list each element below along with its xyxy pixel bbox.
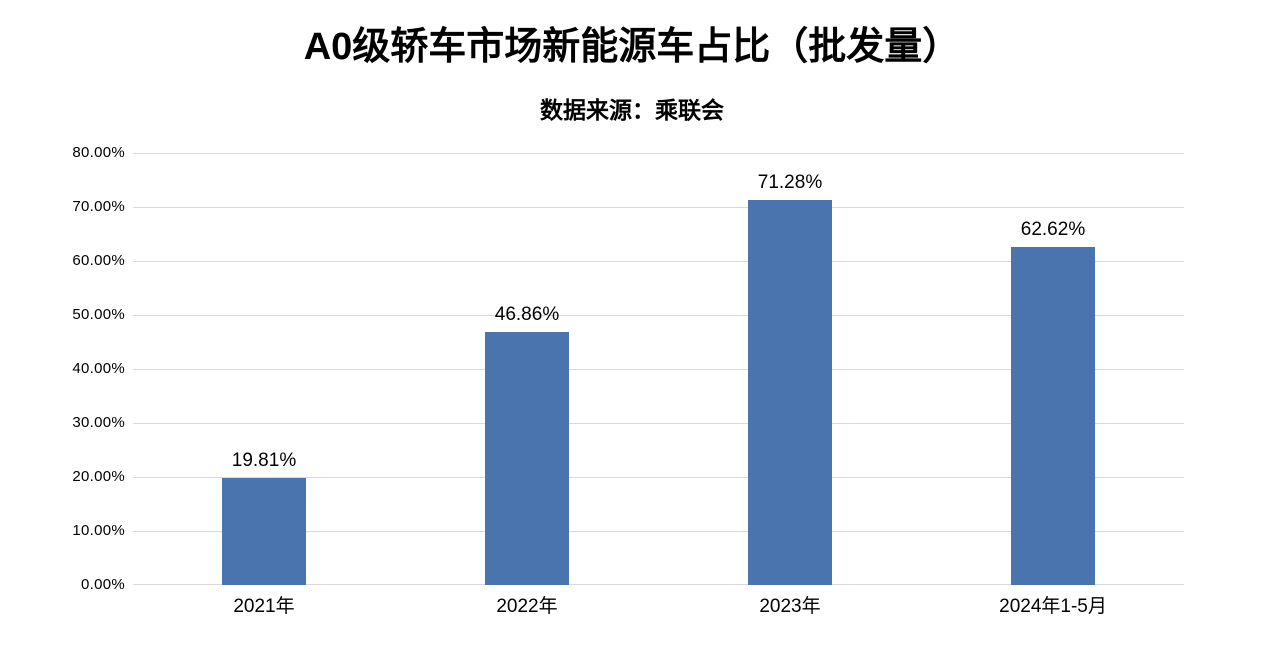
y-tick-label: 30.00%	[72, 414, 125, 431]
x-tick-label: 2021年	[233, 596, 295, 617]
y-tick-label: 50.00%	[72, 306, 125, 323]
y-tick-label: 10.00%	[72, 522, 125, 539]
bar-value-label: 62.62%	[1020, 219, 1086, 240]
chart-subtitle: 数据来源：乘联会	[540, 97, 724, 123]
x-axis-line	[133, 584, 1184, 585]
bar-2023年	[748, 200, 832, 585]
bar-2024年1-5月	[1011, 247, 1095, 585]
y-axis: 0.00% 10.00% 20.00% 30.00% 40.00% 50.00% 60.00…	[0, 145, 125, 592]
x-tick-label: 2023年	[759, 596, 821, 617]
gridline	[133, 531, 1184, 532]
gridline	[133, 315, 1184, 316]
gridline	[133, 477, 1184, 478]
gridline	[133, 369, 1184, 370]
bar-value-label: 71.28%	[757, 172, 823, 193]
gridline	[133, 207, 1184, 208]
x-tick-label: 2024年1-5月	[999, 596, 1107, 617]
bar-value-label: 19.81%	[231, 450, 297, 471]
y-tick-label: 80.00%	[72, 144, 125, 161]
y-tick-label: 60.00%	[72, 252, 125, 269]
bar-2021年	[222, 478, 306, 585]
gridline	[133, 153, 1184, 154]
y-tick-label: 40.00%	[72, 360, 125, 377]
chart-title: A0级轿车市场新能源车占比（批发量）	[303, 26, 961, 68]
plot-area: 19.81% 2021年 46.86% 2022年 71.28% 2023年 62.62% 2…	[133, 153, 1184, 616]
bar-2022年	[485, 332, 569, 585]
gridline	[133, 423, 1184, 424]
gridline	[133, 261, 1184, 262]
bar-value-label: 46.86%	[494, 304, 560, 325]
y-tick-label: 20.00%	[72, 468, 125, 485]
y-tick-label: 70.00%	[72, 198, 125, 215]
y-tick-label: 0.00%	[80, 576, 125, 593]
x-tick-label: 2022年	[496, 596, 558, 617]
